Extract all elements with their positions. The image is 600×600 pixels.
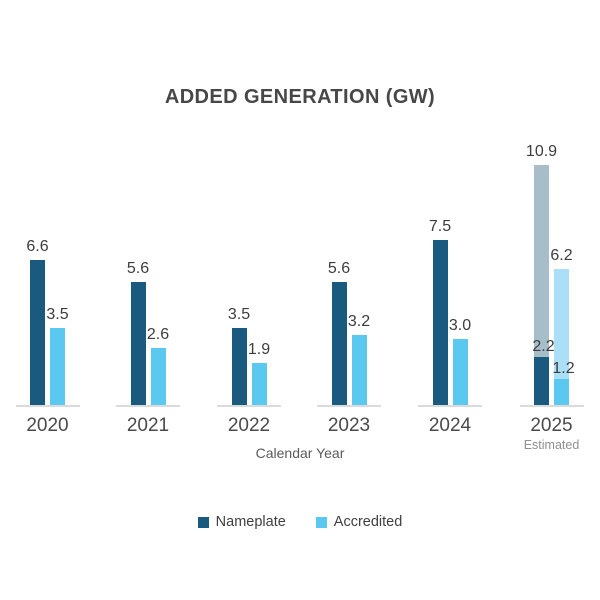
bar-accredited-2022 [251,363,267,405]
value-label-nameplate-actual-2025: 2.2 [532,337,555,355]
x-tick-2021: 2021 [126,415,170,436]
legend-item-nameplate: Nameplate [197,514,286,530]
value-label-nameplate-2023: 5.6 [327,259,351,277]
value-label-accredited-actual-2025: 1.2 [552,359,575,377]
value-label-nameplate-2024: 7.5 [428,218,452,235]
x-axis-segment-2024 [418,405,482,407]
bar-accredited-2020 [50,328,65,405]
bar-accredited-2025 [554,268,569,405]
x-tick-2020: 2020 [26,415,69,436]
value-label-accredited-2024: 3.0 [448,317,472,334]
bar-accredited-2023 [351,334,367,405]
x-axis-segment-2023 [317,405,381,407]
legend-swatch-accredited [315,516,327,528]
x-axis-segment-2020 [15,405,80,407]
x-axis-segment-2025 [519,405,584,407]
x-axis-label: Calendar Year [255,445,345,461]
x-tick-2024: 2024 [428,415,472,436]
value-label-accredited-2021: 2.6 [146,325,170,343]
bar-nameplate-2021 [130,281,146,405]
legend-label-nameplate: Nameplate [215,514,286,530]
x-axis-segment-2021 [116,405,180,407]
bar-nameplate-actual-2025 [534,356,549,405]
legend-label-accredited: Accredited [333,514,403,530]
x-tick-sublabel-2025: Estimated [523,438,580,452]
value-label-nameplate-2021: 5.6 [126,259,150,277]
chart-legend: Nameplate Accredited [0,514,600,530]
bar-nameplate-2022 [231,328,247,405]
value-label-nameplate-2020: 6.6 [26,237,49,255]
chart-title: ADDED GENERATION (GW) [164,86,436,108]
value-label-accredited-2020: 3.5 [46,306,69,323]
value-label-nameplate-2022: 3.5 [227,306,251,323]
bar-nameplate-2023 [331,281,347,405]
x-tick-2023: 2023 [327,415,371,436]
bar-nameplate-2024 [432,240,448,405]
x-tick-2025: 2025 [530,415,573,436]
bar-accredited-actual-2025 [554,378,569,405]
x-tick-2022: 2022 [227,415,271,436]
value-label-accredited-2025: 6.2 [550,246,573,264]
bar-accredited-2024 [452,339,468,405]
bar-nameplate-2025 [534,165,549,405]
legend-swatch-nameplate [197,516,209,528]
value-label-nameplate-2025: 10.9 [525,143,558,161]
value-label-accredited-2022: 1.9 [247,341,271,359]
x-axis-segment-2022 [217,405,281,407]
value-label-accredited-2023: 3.2 [347,312,371,330]
bar-nameplate-2020 [30,259,45,405]
bar-accredited-2021 [150,347,166,405]
legend-item-accredited: Accredited [315,514,403,530]
